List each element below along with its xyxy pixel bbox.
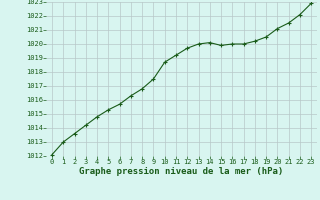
X-axis label: Graphe pression niveau de la mer (hPa): Graphe pression niveau de la mer (hPa) — [79, 167, 284, 176]
